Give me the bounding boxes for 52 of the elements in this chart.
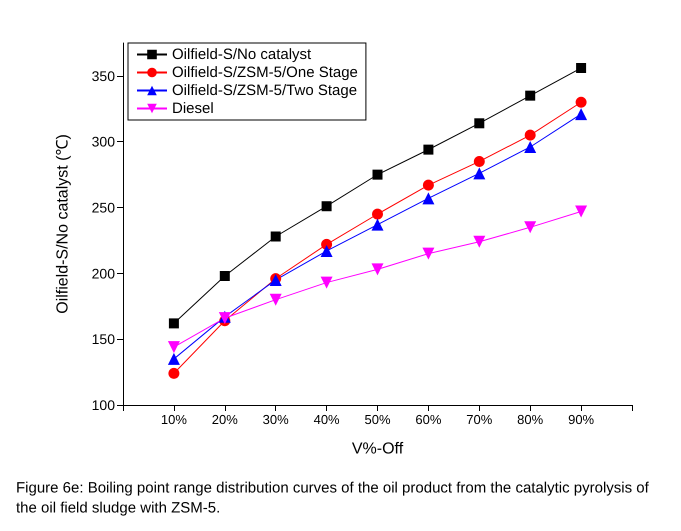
- point: [372, 263, 384, 276]
- x-tick-label: 70%: [466, 412, 493, 427]
- x-tick-label: 90%: [568, 412, 595, 427]
- point: [423, 144, 434, 155]
- point: [168, 368, 180, 379]
- point: [320, 244, 333, 257]
- point: [372, 208, 383, 220]
- point: [473, 236, 486, 248]
- x-tick-label: 80%: [517, 412, 544, 427]
- point: [576, 63, 586, 74]
- y-tick-label: 150: [92, 331, 116, 348]
- point: [168, 352, 180, 365]
- point: [168, 341, 180, 354]
- legend-label: Oilfield-S/ZSM-5/One Stage: [172, 64, 358, 81]
- y-tick-label: 350: [92, 68, 116, 84]
- y-tick-label: 250: [92, 200, 116, 216]
- point: [168, 318, 179, 328]
- x-tick-label: 30%: [262, 412, 290, 427]
- point: [524, 221, 536, 234]
- point: [322, 201, 332, 212]
- point: [270, 294, 282, 306]
- point: [575, 205, 588, 218]
- x-tick-label: 10%: [160, 412, 188, 427]
- point: [270, 232, 281, 242]
- legend-label: Oilfield-S/No catalyst: [172, 46, 312, 63]
- point: [524, 140, 536, 153]
- caption: Figure 6e: Boiling point range distribution curves of the oil product from the catalytic pyrolysis of the oil field sludge with ZSM-5.: [16, 480, 653, 516]
- x-axis-title: V%-Off: [352, 440, 404, 458]
- point: [372, 218, 384, 231]
- point: [422, 180, 434, 191]
- y-axis-title: Oilfield-S/No catalyst (℃): [54, 134, 72, 314]
- y-tick-label: 200: [92, 265, 116, 282]
- point: [474, 118, 484, 128]
- legend-label: Diesel: [172, 100, 214, 117]
- point: [422, 248, 434, 260]
- y-tick-label: 300: [92, 134, 116, 150]
- point: [576, 96, 587, 108]
- point: [524, 130, 536, 141]
- point: [372, 170, 382, 180]
- point: [525, 90, 536, 101]
- point: [220, 270, 230, 281]
- point: [320, 276, 333, 289]
- point: [575, 108, 588, 120]
- point: [422, 192, 434, 204]
- point: [473, 167, 486, 180]
- point: [474, 156, 485, 167]
- x-tick-label: 50%: [364, 412, 391, 427]
- y-tick-label: 100: [92, 397, 116, 413]
- x-tick-label: 20%: [212, 412, 238, 427]
- x-tick-label: 60%: [415, 412, 442, 427]
- legend-label: Oilfield-S/ZSM-5/Two Stage: [172, 82, 358, 99]
- x-tick-label: 40%: [314, 412, 340, 427]
